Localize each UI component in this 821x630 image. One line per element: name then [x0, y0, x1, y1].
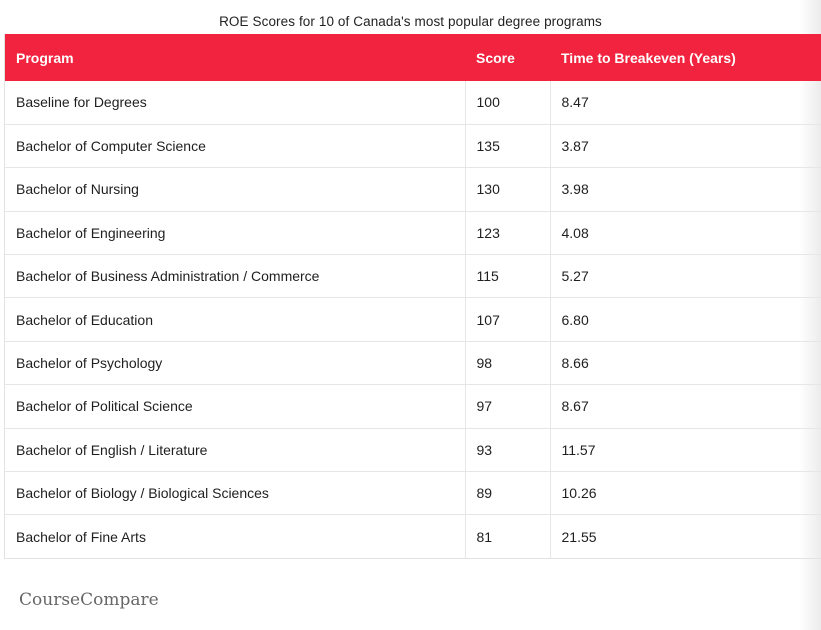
cell-breakeven: 8.66	[550, 341, 821, 386]
table-header-row: Program Score Time to Breakeven (Years)	[5, 34, 821, 81]
table-row: Bachelor of Education 107 6.80	[5, 297, 821, 342]
table-row: Bachelor of Computer Science 135 3.87	[5, 124, 821, 169]
cell-program: Bachelor of Computer Science	[5, 124, 466, 169]
cell-program: Bachelor of English / Literature	[5, 428, 466, 473]
table-header: Program Score Time to Breakeven (Years)	[5, 34, 821, 81]
table-row: Bachelor of English / Literature 93 11.5…	[5, 428, 821, 473]
cell-score: 97	[465, 384, 551, 429]
table-row: Bachelor of Business Administration / Co…	[5, 254, 821, 299]
table-row: Bachelor of Engineering 123 4.08	[5, 211, 821, 256]
cell-program: Bachelor of Fine Arts	[5, 514, 466, 559]
cell-score: 100	[465, 81, 551, 125]
cell-breakeven: 5.27	[550, 254, 821, 299]
cell-breakeven: 3.98	[550, 167, 821, 212]
cell-score: 135	[465, 124, 551, 169]
cell-program: Bachelor of Political Science	[5, 384, 466, 429]
cell-breakeven: 6.80	[550, 297, 821, 342]
cell-program: Bachelor of Psychology	[5, 341, 466, 386]
roe-table: Program Score Time to Breakeven (Years) …	[5, 34, 821, 559]
cell-score: 98	[465, 341, 551, 386]
cell-program: Bachelor of Biology / Biological Science…	[5, 471, 466, 516]
header-breakeven: Time to Breakeven (Years)	[561, 49, 736, 66]
table-row: Baseline for Degrees 100 8.47	[5, 81, 821, 125]
cell-breakeven: 8.47	[550, 81, 821, 125]
cell-program: Baseline for Degrees	[5, 81, 466, 125]
cell-breakeven: 11.57	[550, 428, 821, 473]
cell-breakeven: 4.08	[550, 211, 821, 256]
cell-program: Bachelor of Education	[5, 297, 466, 342]
header-program: Program	[16, 49, 74, 66]
cell-score: 93	[465, 428, 551, 473]
table-row: Bachelor of Biology / Biological Science…	[5, 471, 821, 516]
table-row: Bachelor of Political Science 97 8.67	[5, 384, 821, 429]
cell-score: 123	[465, 211, 551, 256]
table-row: Bachelor of Psychology 98 8.66	[5, 341, 821, 386]
cell-breakeven: 3.87	[550, 124, 821, 169]
table-row: Bachelor of Fine Arts 81 21.55	[5, 514, 821, 559]
cell-program: Bachelor of Nursing	[5, 167, 466, 212]
cell-breakeven: 8.67	[550, 384, 821, 429]
table-body: Baseline for Degrees 100 8.47 Bachelor o…	[5, 81, 821, 559]
cell-score: 81	[465, 514, 551, 559]
header-score: Score	[476, 49, 515, 66]
cell-breakeven: 10.26	[550, 471, 821, 516]
cell-score: 89	[465, 471, 551, 516]
table-caption: ROE Scores for 10 of Canada's most popul…	[219, 14, 602, 29]
roe-table-container: Program Score Time to Breakeven (Years) …	[4, 34, 821, 560]
cell-program: Bachelor of Business Administration / Co…	[5, 254, 466, 299]
cell-score: 115	[465, 254, 551, 299]
table-row: Bachelor of Nursing 130 3.98	[5, 167, 821, 212]
cell-breakeven: 21.55	[561, 528, 597, 545]
cell-score: 107	[465, 297, 551, 342]
cell-program: Bachelor of Engineering	[5, 211, 466, 256]
source-credit: CourseCompare	[19, 590, 159, 610]
cell-score: 130	[465, 167, 551, 212]
